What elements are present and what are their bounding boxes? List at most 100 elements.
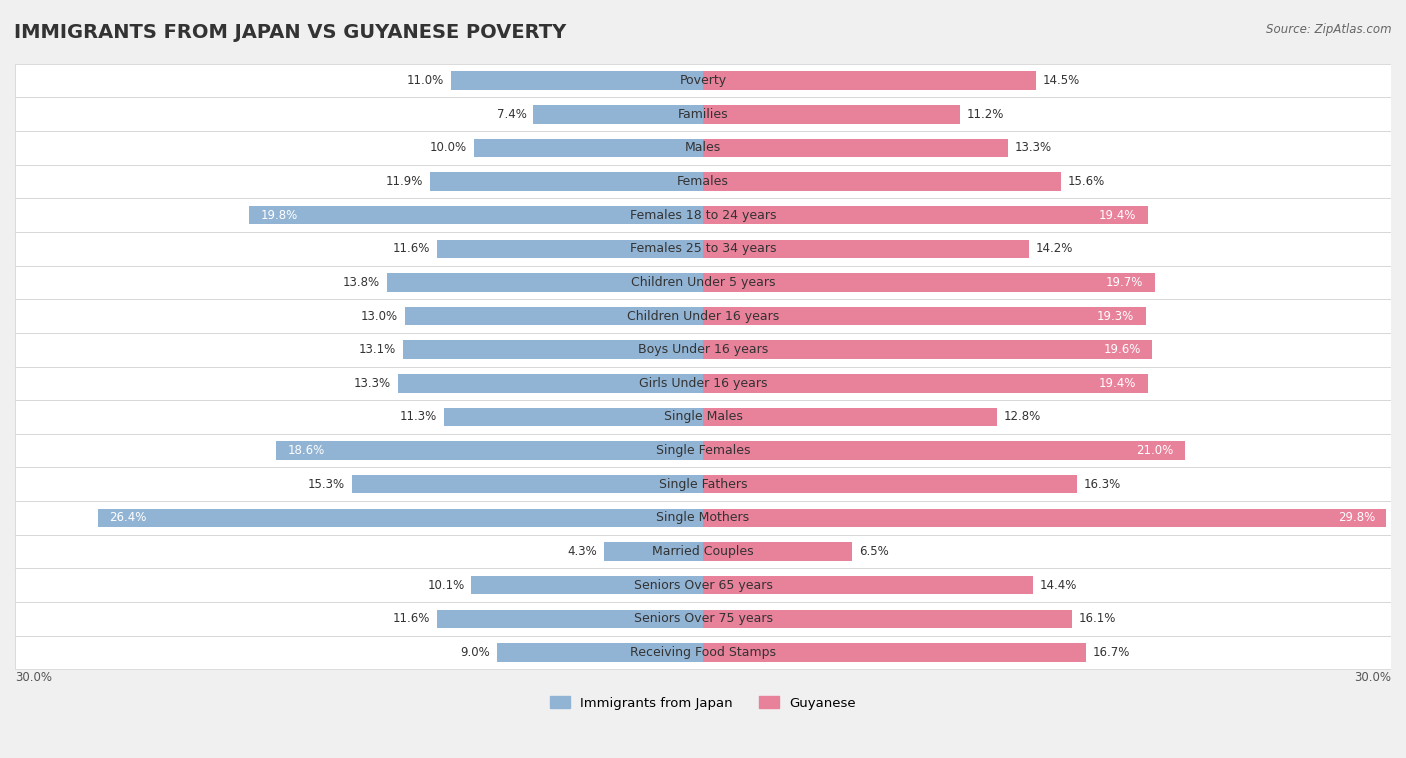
Bar xyxy=(437,240,703,258)
Bar xyxy=(703,307,1146,325)
Bar xyxy=(352,475,703,493)
Text: 11.6%: 11.6% xyxy=(392,612,430,625)
Text: Children Under 16 years: Children Under 16 years xyxy=(627,309,779,323)
Text: Girls Under 16 years: Girls Under 16 years xyxy=(638,377,768,390)
Text: 19.3%: 19.3% xyxy=(1097,309,1135,323)
FancyBboxPatch shape xyxy=(15,400,1391,434)
Text: 11.0%: 11.0% xyxy=(406,74,444,87)
FancyBboxPatch shape xyxy=(15,501,1391,534)
FancyBboxPatch shape xyxy=(15,468,1391,501)
Text: Families: Families xyxy=(678,108,728,121)
Text: Single Females: Single Females xyxy=(655,444,751,457)
Text: 10.0%: 10.0% xyxy=(430,142,467,155)
Bar xyxy=(703,172,1060,191)
Text: 13.1%: 13.1% xyxy=(359,343,395,356)
Bar xyxy=(430,172,703,191)
Bar xyxy=(703,273,1154,292)
Text: 30.0%: 30.0% xyxy=(1354,671,1391,684)
Text: 10.1%: 10.1% xyxy=(427,578,464,592)
Bar xyxy=(703,576,1033,594)
Bar xyxy=(703,643,1085,662)
Text: 14.2%: 14.2% xyxy=(1036,243,1073,255)
Text: 16.3%: 16.3% xyxy=(1084,478,1121,490)
Bar xyxy=(703,240,1029,258)
Bar xyxy=(97,509,703,527)
FancyBboxPatch shape xyxy=(15,131,1391,164)
Text: 16.7%: 16.7% xyxy=(1092,646,1130,659)
Text: Seniors Over 75 years: Seniors Over 75 years xyxy=(634,612,772,625)
Text: 9.0%: 9.0% xyxy=(460,646,489,659)
Text: Seniors Over 65 years: Seniors Over 65 years xyxy=(634,578,772,592)
Text: Females 25 to 34 years: Females 25 to 34 years xyxy=(630,243,776,255)
Text: Males: Males xyxy=(685,142,721,155)
Text: IMMIGRANTS FROM JAPAN VS GUYANESE POVERTY: IMMIGRANTS FROM JAPAN VS GUYANESE POVERT… xyxy=(14,23,567,42)
Bar xyxy=(703,105,960,124)
Text: 11.6%: 11.6% xyxy=(392,243,430,255)
FancyBboxPatch shape xyxy=(15,232,1391,265)
FancyBboxPatch shape xyxy=(15,602,1391,636)
Bar xyxy=(398,374,703,393)
Text: Married Couples: Married Couples xyxy=(652,545,754,558)
Bar xyxy=(703,441,1185,460)
Bar xyxy=(605,542,703,561)
FancyBboxPatch shape xyxy=(15,534,1391,568)
Bar xyxy=(703,139,1008,157)
Bar xyxy=(474,139,703,157)
Text: Single Fathers: Single Fathers xyxy=(659,478,747,490)
Text: 11.3%: 11.3% xyxy=(399,411,437,424)
Bar xyxy=(703,408,997,426)
Text: 30.0%: 30.0% xyxy=(15,671,52,684)
Bar xyxy=(277,441,703,460)
Text: 11.9%: 11.9% xyxy=(385,175,423,188)
Bar xyxy=(703,206,1147,224)
Text: 19.7%: 19.7% xyxy=(1107,276,1143,289)
FancyBboxPatch shape xyxy=(15,299,1391,333)
Bar xyxy=(703,609,1073,628)
Text: 13.3%: 13.3% xyxy=(354,377,391,390)
FancyBboxPatch shape xyxy=(15,164,1391,199)
Bar xyxy=(451,71,703,90)
Text: 7.4%: 7.4% xyxy=(496,108,526,121)
Text: 16.1%: 16.1% xyxy=(1080,612,1116,625)
Text: 19.8%: 19.8% xyxy=(260,208,298,221)
Bar xyxy=(703,542,852,561)
Bar xyxy=(444,408,703,426)
Text: 15.6%: 15.6% xyxy=(1067,175,1105,188)
Text: Females: Females xyxy=(678,175,728,188)
Bar xyxy=(703,340,1153,359)
Text: 13.8%: 13.8% xyxy=(343,276,380,289)
FancyBboxPatch shape xyxy=(15,265,1391,299)
Text: Receiving Food Stamps: Receiving Food Stamps xyxy=(630,646,776,659)
Text: 26.4%: 26.4% xyxy=(110,512,146,525)
Bar xyxy=(703,475,1077,493)
Text: 11.2%: 11.2% xyxy=(967,108,1004,121)
FancyBboxPatch shape xyxy=(15,367,1391,400)
Bar xyxy=(703,71,1036,90)
FancyBboxPatch shape xyxy=(15,98,1391,131)
FancyBboxPatch shape xyxy=(15,434,1391,468)
Text: 19.4%: 19.4% xyxy=(1099,377,1136,390)
Bar xyxy=(703,509,1386,527)
Text: Source: ZipAtlas.com: Source: ZipAtlas.com xyxy=(1267,23,1392,36)
Text: Single Males: Single Males xyxy=(664,411,742,424)
FancyBboxPatch shape xyxy=(15,568,1391,602)
Bar xyxy=(387,273,703,292)
Text: 13.0%: 13.0% xyxy=(361,309,398,323)
Bar xyxy=(437,609,703,628)
Legend: Immigrants from Japan, Guyanese: Immigrants from Japan, Guyanese xyxy=(544,691,862,715)
Bar xyxy=(496,643,703,662)
FancyBboxPatch shape xyxy=(15,333,1391,367)
Text: Children Under 5 years: Children Under 5 years xyxy=(631,276,775,289)
Bar xyxy=(249,206,703,224)
FancyBboxPatch shape xyxy=(15,636,1391,669)
FancyBboxPatch shape xyxy=(15,199,1391,232)
Text: 29.8%: 29.8% xyxy=(1337,512,1375,525)
Bar xyxy=(402,340,703,359)
Text: 6.5%: 6.5% xyxy=(859,545,889,558)
Text: Poverty: Poverty xyxy=(679,74,727,87)
Bar xyxy=(703,374,1147,393)
Text: 13.3%: 13.3% xyxy=(1015,142,1052,155)
Text: 14.5%: 14.5% xyxy=(1042,74,1080,87)
FancyBboxPatch shape xyxy=(15,64,1391,98)
Text: 21.0%: 21.0% xyxy=(1136,444,1173,457)
